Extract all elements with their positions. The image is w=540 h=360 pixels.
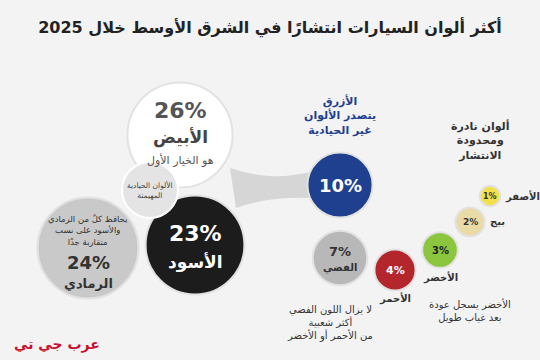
- svg-text:الأسود: الأسود: [168, 252, 223, 273]
- svg-text:10%: 10%: [319, 175, 362, 196]
- svg-text:الرمادي: الرمادي: [64, 276, 113, 291]
- svg-text:3%: 3%: [432, 245, 449, 256]
- svg-text:أكثر ألوان السيارات انتشارًا ف: أكثر ألوان السيارات انتشارًا في الشرق ال…: [38, 17, 502, 38]
- svg-text:الأبيض: الأبيض: [153, 127, 208, 148]
- svg-text:الألوان الحياديةالمهيمنة: الألوان الحياديةالمهيمنة: [127, 180, 173, 200]
- svg-text:الأزرقيتصدر الألوانغير الحيادي: الأزرقيتصدر الألوانغير الحيادية: [304, 94, 376, 137]
- svg-text:هو الخيار الأول: هو الخيار الأول: [147, 153, 214, 167]
- svg-text:24%: 24%: [67, 252, 110, 273]
- svg-text:7%: 7%: [329, 244, 351, 259]
- svg-text:الفضي: الفضي: [323, 262, 357, 274]
- svg-text:2%: 2%: [463, 217, 478, 227]
- svg-text:لا يزال اللون الفضيأكثر شعبيةم: لا يزال اللون الفضيأكثر شعبيةمن الأحمر أ…: [287, 304, 373, 342]
- svg-text:1%: 1%: [483, 192, 497, 201]
- svg-text:26%: 26%: [154, 98, 207, 123]
- svg-text:يحافظ كلٌ من الرماديوالأسود عل: يحافظ كلٌ من الرماديوالأسود على نسبمتقار…: [48, 214, 128, 247]
- svg-text:الأخضر: الأخضر: [423, 271, 458, 284]
- svg-text:4%: 4%: [386, 264, 405, 277]
- svg-text:الأخضر يسجل عودةبعد غياب طويل: الأخضر يسجل عودةبعد غياب طويل: [429, 298, 511, 323]
- svg-text:الأصفر: الأصفر: [505, 190, 540, 203]
- svg-text:23%: 23%: [169, 221, 222, 246]
- svg-text:الأحمر: الأحمر: [379, 292, 411, 305]
- svg-text:عرب جي تي: عرب جي تي: [14, 336, 100, 353]
- svg-text:بيج: بيج: [490, 216, 505, 228]
- svg-text:ألوان نادرةومحدودةالانتشار: ألوان نادرةومحدودةالانتشار: [451, 119, 510, 162]
